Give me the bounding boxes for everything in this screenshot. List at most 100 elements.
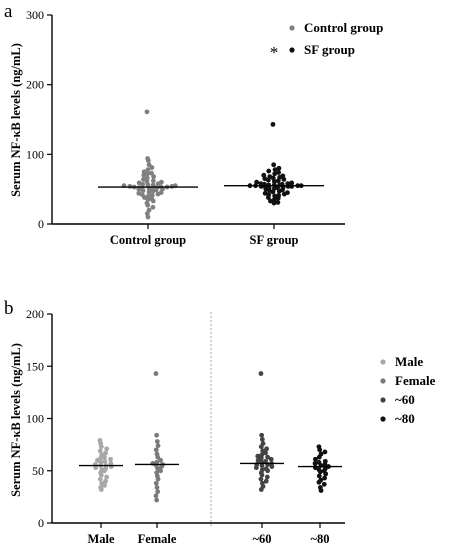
data-point [263,458,268,464]
y-tick-label: 300 [26,8,44,22]
y-tick-label: 200 [26,78,44,92]
data-point [255,453,261,459]
panel-b: b Serum NF-κB levels (ng/mL) 0 50 100 150 20… [4,298,436,546]
x-category-label: ~80 [310,532,329,546]
data-point [144,179,150,184]
data-point [154,485,160,490]
data-point [145,171,151,177]
data-point [153,480,159,486]
data-point [98,485,104,490]
panel-b-axes: 0 50 100 150 200 Male Female ~60 ~80 [26,307,345,546]
data-point [260,448,266,454]
data-point [154,470,160,476]
panel-a-y-axis-label: Serum NF-κB levels (ng/mL) [9,43,23,197]
data-point [146,189,152,195]
data-point [154,432,160,438]
data-point [158,457,163,463]
data-point [141,172,147,178]
data-point [99,452,105,458]
data-point [99,480,105,486]
x-category-label: ~60 [252,532,271,546]
data-point [103,478,108,484]
data-point [150,204,156,210]
data-point [272,167,278,173]
data-point [104,474,110,480]
data-point [263,466,269,472]
x-category-label: SF group [250,233,299,247]
data-point [103,450,108,456]
y-tick-label: 200 [26,307,44,321]
data-point [316,459,322,465]
y-tick-label: 0 [38,516,44,530]
data-point [149,170,154,176]
legend-marker [380,359,386,365]
x-category-label: Female [138,532,177,546]
panel-b-legend: Male Female ~60 ~80 [380,354,436,426]
data-point [312,461,318,466]
data-point [141,177,146,182]
panel-a: a Serum NF-κB levels (ng/mL) 0 100 200 300 C… [4,1,383,247]
y-tick-label: 150 [26,359,44,373]
data-point [154,439,160,444]
data-point [150,178,156,184]
data-point [159,179,164,185]
panel-a-label: a [4,1,13,22]
data-point [141,169,147,175]
significance-asterisk: * [270,43,279,62]
data-point [150,182,156,188]
data-point [276,170,281,175]
data-point [145,167,151,173]
data-point [154,497,160,503]
data-point [318,477,324,483]
data-point [262,190,268,196]
data-point [259,452,265,458]
data-point [261,172,267,178]
data-point [317,485,323,490]
data-point [321,481,327,487]
legend-label: Control group [304,20,383,35]
data-point [153,493,159,499]
data-point [97,476,103,482]
legend-label: SF group [304,42,355,57]
y-tick-label: 50 [32,464,44,478]
data-point [97,448,103,454]
legend-label: ~80 [395,411,415,426]
data-point [276,165,282,171]
data-point [270,121,276,127]
data-point [289,180,295,186]
data-point [322,475,327,481]
data-point [322,458,328,464]
data-point [145,156,151,161]
data-point [146,207,152,213]
data-point [260,441,266,446]
data-point [104,446,110,452]
data-point [154,451,160,457]
panel-a-axes: 0 100 200 300 Control group SF group [26,8,345,247]
data-point [136,180,142,186]
panel-a-legend: Control group SF group [289,20,383,57]
legend-label: Male [395,354,423,369]
data-point [153,447,159,453]
legend-label: ~60 [395,392,415,407]
data-point [264,446,269,452]
data-point [276,193,281,198]
data-point [316,473,322,479]
x-category-label: Male [87,532,115,546]
data-point [318,451,324,457]
legend-marker [289,47,295,53]
data-point [136,190,142,196]
data-point [153,371,159,376]
legend-marker [380,416,386,422]
data-point [268,456,274,462]
data-point [268,198,273,204]
x-category-label: Control group [110,233,186,247]
panel-b-label: b [4,298,14,319]
data-point [99,467,105,473]
data-point [285,190,290,196]
data-point [316,467,322,473]
legend-marker [289,25,295,31]
data-point [271,197,277,203]
data-point [271,200,277,206]
data-point [146,162,152,168]
data-point [144,175,150,181]
